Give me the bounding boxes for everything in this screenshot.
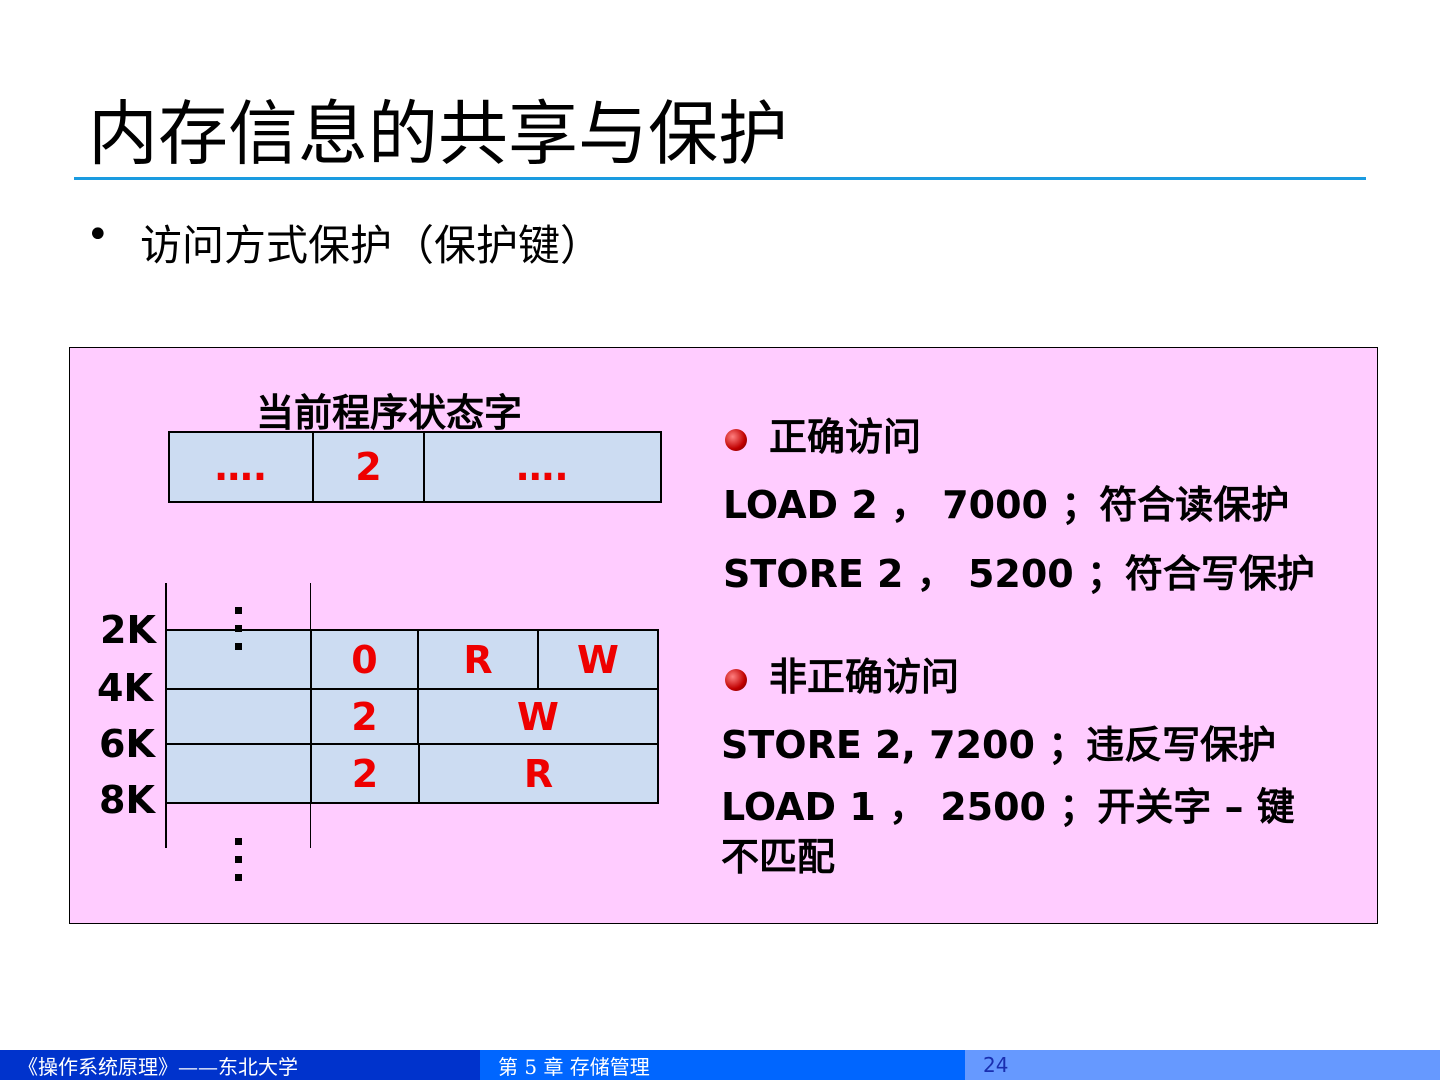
- footer-chapter: 第 5 章 存储管理: [480, 1050, 965, 1080]
- footer-course: 《操作系统原理》——东北大学: [0, 1050, 480, 1080]
- address-label: 8K: [99, 778, 155, 822]
- key-cell: 0: [310, 629, 419, 690]
- key-cell: 2: [310, 743, 420, 804]
- ellipsis-dot: [235, 625, 242, 632]
- ellipsis-dot: [235, 643, 242, 650]
- psw-cell-left: ….: [168, 431, 314, 503]
- psw-cell-key: 2: [312, 431, 425, 503]
- ellipsis-dot: [235, 607, 242, 614]
- correct-line: LOAD 2 ， 7000 ；符合读保护: [723, 483, 1290, 527]
- correct-heading: 正确访问: [725, 406, 921, 461]
- ellipsis-dot: [235, 838, 242, 845]
- diagram-box: 当前程序状态字 …. 2 …. 2K 4K 6K 8K 0 R W 2 W 2 …: [69, 347, 1378, 924]
- slide-title: 内存信息的共享与保护: [88, 93, 788, 175]
- memory-block: [165, 629, 312, 690]
- correct-line: STORE 2 ， 5200 ；符合写保护: [723, 552, 1315, 596]
- page-number: 24: [965, 1050, 1440, 1080]
- address-label: 6K: [99, 722, 155, 766]
- address-label: 4K: [97, 666, 153, 710]
- bullet-ball-icon: [725, 668, 747, 691]
- bullet-text: 访问方式保护（保护键）: [140, 221, 603, 270]
- memory-block: [165, 743, 312, 804]
- access-cell: R: [417, 629, 539, 690]
- incorrect-line: LOAD 1 ， 2500 ；开关字 – 键不匹配: [721, 785, 1295, 879]
- access-cell: R: [418, 743, 659, 804]
- incorrect-line: STORE 2, 7200 ；违反写保护: [721, 723, 1277, 767]
- footer: 《操作系统原理》——东北大学 第 5 章 存储管理 24: [0, 1050, 1440, 1080]
- psw-label: 当前程序状态字: [256, 391, 523, 435]
- access-cell: W: [417, 688, 659, 745]
- psw-cell-right: ….: [423, 431, 662, 503]
- incorrect-heading-text: 非正确访问: [769, 655, 960, 699]
- incorrect-heading: 非正确访问: [725, 646, 959, 701]
- ellipsis-dot: [235, 874, 242, 881]
- key-cell: 2: [310, 688, 419, 745]
- ellipsis-dot: [235, 856, 242, 863]
- title-divider: [74, 177, 1366, 180]
- bullet-marker: •: [86, 212, 110, 258]
- access-cell: W: [537, 629, 659, 690]
- correct-heading-text: 正确访问: [769, 415, 922, 459]
- memory-block: [165, 688, 312, 745]
- address-label: 2K: [100, 608, 156, 652]
- bullet-ball-icon: [725, 428, 747, 451]
